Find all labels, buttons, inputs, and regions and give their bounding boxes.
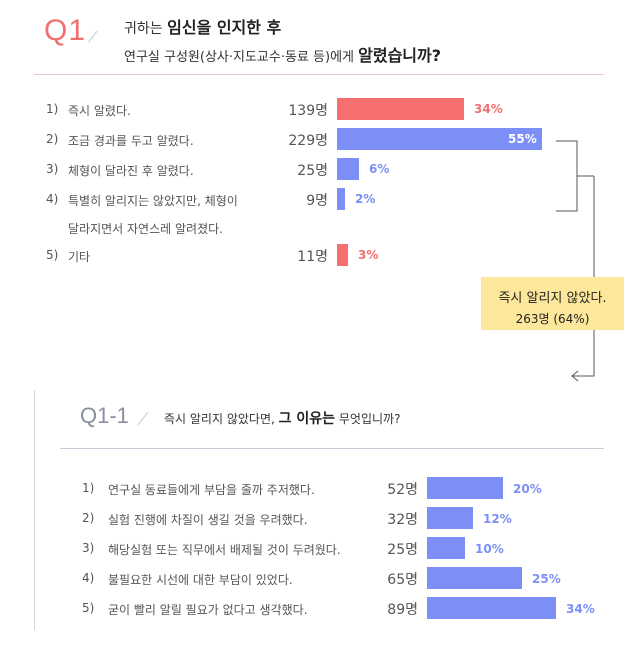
q2-question-prefix: 즉시 알리지 않았다면, (164, 412, 275, 426)
q2-question-bold: 그 이유는 (278, 411, 336, 427)
q2-row-number: 4) (82, 571, 95, 585)
q2-bar (427, 537, 465, 559)
q2-divider (60, 448, 604, 449)
q1-bar (337, 128, 542, 150)
q2-row-label: 해당실험 또는 직무에서 배제될 것이 두려웠다. (108, 543, 341, 557)
q1-question-line1: 귀하는 임신을 인지한 후 (124, 14, 281, 38)
q2-bar-value: 20% (513, 482, 542, 496)
q1-question-prefix: 귀하는 (124, 21, 163, 37)
q2-row-count: 65명 (387, 572, 418, 588)
q1-row-label: 조금 경과를 두고 알렸다. (68, 134, 194, 148)
q2-bar-value: 34% (566, 602, 595, 616)
q1-row-count: 11명 (297, 249, 328, 265)
q1-bar (337, 188, 345, 210)
callout-box: 즉시 알리지 않았다. 263명 (64%) (481, 277, 624, 330)
q1-row-count: 9명 (306, 193, 328, 209)
q1-row-label-cont: 달라지면서 자연스레 알려졌다. (68, 222, 223, 236)
q1-bar-value: 34% (474, 102, 503, 116)
q1-row-number: 5) (46, 248, 59, 262)
q1-bar-value: 6% (369, 162, 390, 176)
q2-row-number: 2) (82, 511, 95, 525)
q2-row-number: 1) (82, 481, 95, 495)
q2-bar-value: 12% (483, 512, 512, 526)
q2-row-number: 5) (82, 601, 95, 615)
q2-row-label: 실험 진행에 차질이 생길 것을 우려했다. (108, 513, 308, 527)
bracket-line (556, 140, 578, 212)
q2-row-count: 25명 (387, 542, 418, 558)
q2-question: 즉시 알리지 않았다면, 그 이유는 무엇입니까? (164, 408, 400, 428)
q1-label: Q1 (44, 14, 87, 47)
q1-bar-value: 55% (508, 132, 537, 146)
callout-line1: 즉시 알리지 않았다. (498, 291, 607, 306)
q1-bar-value: 3% (358, 248, 379, 262)
q1-bar-value: 2% (355, 192, 376, 206)
q2-row-label: 굳이 빨리 알릴 필요가 없다고 생각했다. (108, 603, 308, 617)
q2-row-number: 3) (82, 541, 95, 555)
q1-question-line2-bold: 알렸습니까? (358, 46, 442, 65)
q2-row-count: 52명 (387, 482, 418, 498)
q1-row-number: 2) (46, 132, 59, 146)
q1-divider (34, 74, 604, 75)
section-vertical-line (34, 390, 35, 630)
q2-bar-value: 10% (475, 542, 504, 556)
q2-row-count: 32명 (387, 512, 418, 528)
q1-row-count: 139명 (288, 103, 328, 119)
connector-line-bottom (572, 330, 595, 377)
q2-bar (427, 567, 522, 589)
q2-bar (427, 507, 473, 529)
q1-row-count: 25명 (297, 163, 328, 179)
q1-question-bold: 임신을 인지한 후 (167, 18, 282, 37)
q1-bar (337, 158, 359, 180)
q1-row-label: 기타 (68, 250, 91, 264)
q1-row-label: 즉시 알렸다. (68, 104, 131, 118)
q1-row-label: 특별히 알리지는 않았지만, 체형이 (68, 194, 238, 208)
arrow-head-icon (571, 370, 579, 382)
q1-question-line2-prefix: 연구실 구성원(상사·지도교수·동료 등)에게 (124, 50, 354, 65)
q2-row-label: 연구실 동료들에게 부담을 줄까 주저했다. (108, 483, 315, 497)
q1-row-number: 3) (46, 162, 59, 176)
q1-question-line2: 연구실 구성원(상사·지도교수·동료 등)에게 알렸습니까? (124, 42, 441, 66)
q2-row-count: 89명 (387, 602, 418, 618)
q1-row-number: 4) (46, 192, 59, 206)
q2-question-suffix: 무엇입니까? (338, 412, 401, 426)
q1-row-count: 229명 (288, 133, 328, 149)
q1-row-label: 체형이 달라진 후 알렸다. (68, 164, 194, 178)
q2-bar-value: 25% (532, 572, 561, 586)
q1-bar (337, 244, 348, 266)
q1-bar (337, 98, 464, 120)
q2-bar (427, 477, 503, 499)
q2-bar (427, 597, 556, 619)
q1-row-number: 1) (46, 102, 59, 116)
q2-label: Q1-1 (80, 403, 129, 428)
q2-row-label: 불필요한 시선에 대한 부담이 있었다. (108, 573, 293, 587)
callout-line2: 263명 (64%) (515, 312, 590, 326)
